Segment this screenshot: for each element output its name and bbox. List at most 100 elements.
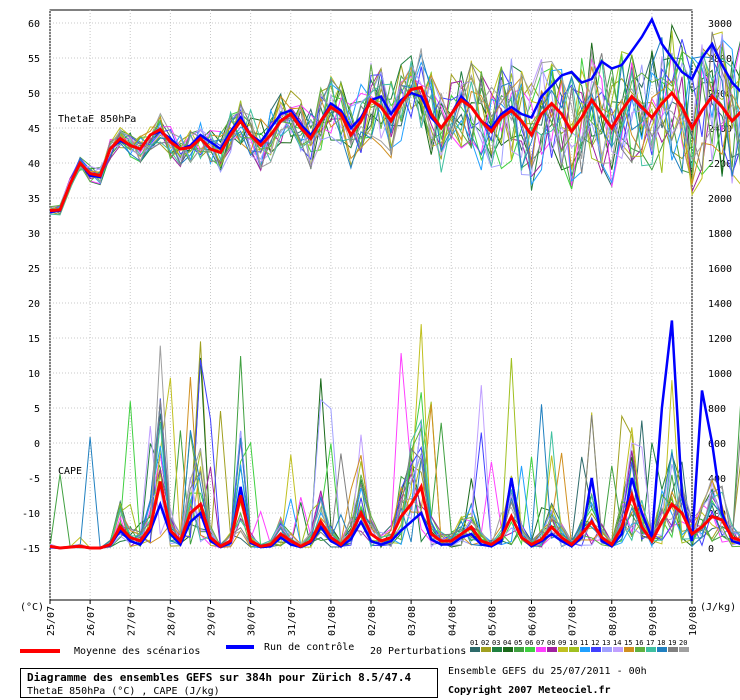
member-swatch — [569, 647, 579, 652]
member-swatch — [536, 647, 546, 652]
left-tick-label: 15 — [28, 334, 40, 345]
x-tick-label: 29/07 — [207, 606, 218, 636]
member-swatch — [481, 647, 491, 652]
perturbation-cape-line — [49, 355, 740, 549]
x-tick-label: 10/08 — [688, 606, 699, 636]
perturbation-cape-line — [49, 442, 740, 549]
member-swatch — [613, 647, 623, 652]
member-legend: 01 02 03 04 05 06 07 08 09 10 11 12 13 14 15 16 17 18 19 20 — [470, 640, 690, 654]
right-tick-label: 600 — [708, 439, 726, 450]
left-tick-label: 40 — [28, 159, 40, 170]
right-tick-label: 1000 — [708, 369, 732, 380]
perturbation-thetae-line — [49, 37, 740, 214]
member-number: 20 — [679, 639, 688, 647]
right-tick-label: 3000 — [708, 19, 732, 30]
perturbation-thetae-line — [49, 39, 740, 213]
member-number: 10 — [569, 639, 578, 647]
right-tick-label: 2600 — [708, 89, 732, 100]
member-number: 13 — [602, 639, 611, 647]
x-tick-label: 26/07 — [86, 606, 97, 636]
x-tick-label: 02/08 — [367, 606, 378, 636]
member-number: 11 — [580, 639, 589, 647]
left-tick-label: 30 — [28, 229, 40, 240]
legend-perturbations-label: 20 Perturbations — [370, 646, 467, 657]
perturbation-cape-line — [49, 450, 740, 549]
right-tick-label: 2200 — [708, 159, 732, 170]
right-tick-label: 1800 — [708, 229, 732, 240]
perturbation-thetae-line — [49, 31, 740, 211]
legend-control-label: Run de contrôle — [264, 642, 355, 653]
member-number: 09 — [558, 639, 567, 647]
member-swatch — [547, 647, 557, 652]
x-tick-label: 04/08 — [447, 606, 458, 636]
x-tick-label: 30/07 — [247, 606, 258, 636]
member-swatch — [591, 647, 601, 652]
right-tick-label: 200 — [708, 509, 726, 520]
right-tick-label: 2000 — [708, 194, 732, 205]
member-number: 02 — [481, 639, 490, 647]
perturbation-thetae-line — [49, 46, 740, 208]
member-number: 16 — [635, 639, 644, 647]
x-tick-label: 06/08 — [528, 606, 539, 636]
perturbation-lines — [49, 23, 740, 549]
right-tick-label: 800 — [708, 404, 726, 415]
right-tick-label: 1400 — [708, 299, 732, 310]
control-swatch — [226, 645, 254, 649]
right-tick-label: 1200 — [708, 334, 732, 345]
perturbation-thetae-line — [49, 66, 740, 212]
member-number: 03 — [492, 639, 501, 647]
member-swatch — [492, 647, 502, 652]
right-axis: 3000280026002400220020001800160014001200… — [708, 19, 732, 555]
left-tick-label: 55 — [28, 54, 40, 65]
x-tick-label: 08/08 — [608, 606, 619, 636]
member-swatch — [558, 647, 568, 652]
x-tick-label: 01/08 — [327, 606, 338, 636]
member-number: 17 — [646, 639, 655, 647]
x-tick-label: 03/08 — [407, 606, 418, 636]
legend-control: Run de contrôle — [226, 642, 354, 653]
x-axis: 25/07 26/07 27/07 28/07 29/07 30/07 31/07 01/08… — [46, 606, 699, 636]
left-tick-label: 0 — [34, 439, 40, 450]
member-swatch — [668, 647, 678, 652]
mean-cape-line — [49, 481, 740, 550]
x-tick-label: 05/08 — [487, 606, 498, 636]
member-number: 06 — [525, 639, 534, 647]
member-swatch — [470, 647, 480, 652]
thetae-panel-label: ThetaE 850hPa — [58, 114, 136, 125]
chart-title: Diagramme des ensembles GEFS sur 384h po… — [27, 671, 412, 684]
legend-mean-label: Moyenne des scénarios — [74, 646, 201, 657]
control-cape-line — [49, 320, 740, 550]
member-swatch — [514, 647, 524, 652]
right-tick-label: 1600 — [708, 264, 732, 275]
member-swatch — [503, 647, 513, 652]
mean-thetae-line — [49, 85, 740, 213]
left-tick-label: 50 — [28, 89, 40, 100]
member-swatch — [624, 647, 634, 652]
member-numbers: 01 02 03 04 05 06 07 08 09 10 11 12 13 14 15 16 17 18 19 20 — [470, 640, 690, 647]
x-tick-label: 07/08 — [568, 606, 579, 636]
x-tick-label: 31/07 — [287, 606, 298, 636]
left-tick-label: 25 — [28, 264, 40, 275]
right-unit-label: (J/kg) — [700, 602, 736, 613]
left-tick-label: 20 — [28, 299, 40, 310]
x-tick-label: 27/07 — [126, 606, 137, 636]
x-tick-label: 25/07 — [46, 606, 57, 636]
member-number: 05 — [514, 639, 523, 647]
member-number: 19 — [668, 639, 677, 647]
left-tick-label: 10 — [28, 369, 40, 380]
member-swatch — [635, 647, 645, 652]
member-number: 07 — [536, 639, 545, 647]
x-tick-label: 28/07 — [166, 606, 177, 636]
main-lines — [49, 16, 740, 550]
control-thetae-line — [49, 16, 740, 214]
left-tick-label: -15 — [22, 544, 40, 555]
member-number: 14 — [613, 639, 622, 647]
perturbation-cape-line — [49, 345, 740, 549]
left-tick-label: 60 — [28, 19, 40, 30]
member-swatch — [646, 647, 656, 652]
member-number: 04 — [503, 639, 512, 647]
left-unit-label: (°C) — [20, 602, 44, 613]
run-info: Ensemble GEFS du 25/07/2011 - 00h — [448, 666, 647, 677]
